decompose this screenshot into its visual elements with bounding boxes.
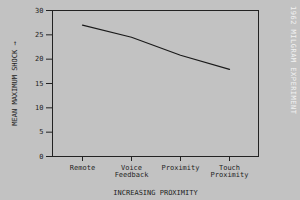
svg-text:25: 25 xyxy=(35,31,43,39)
svg-text:Remote: Remote xyxy=(70,164,95,172)
svg-text:MEAN MAXIMUM SHOCK →: MEAN MAXIMUM SHOCK → xyxy=(11,41,19,125)
svg-text:10: 10 xyxy=(35,104,43,112)
svg-text:30: 30 xyxy=(35,7,43,15)
svg-text:20: 20 xyxy=(35,55,43,63)
svg-text:VoiceFeedback: VoiceFeedback xyxy=(115,164,150,179)
svg-text:Proximity: Proximity xyxy=(162,164,200,172)
svg-text:0: 0 xyxy=(39,153,43,161)
svg-text:INCREASING PROXIMITY: INCREASING PROXIMITY xyxy=(113,189,198,197)
svg-text:15: 15 xyxy=(35,80,43,88)
svg-text:TouchProximity: TouchProximity xyxy=(211,164,249,179)
html-text:1962 MILGRAM EXPERIMENT: 1962 MILGRAM EXPERIMENT xyxy=(289,6,297,115)
svg-text:5: 5 xyxy=(39,128,43,136)
